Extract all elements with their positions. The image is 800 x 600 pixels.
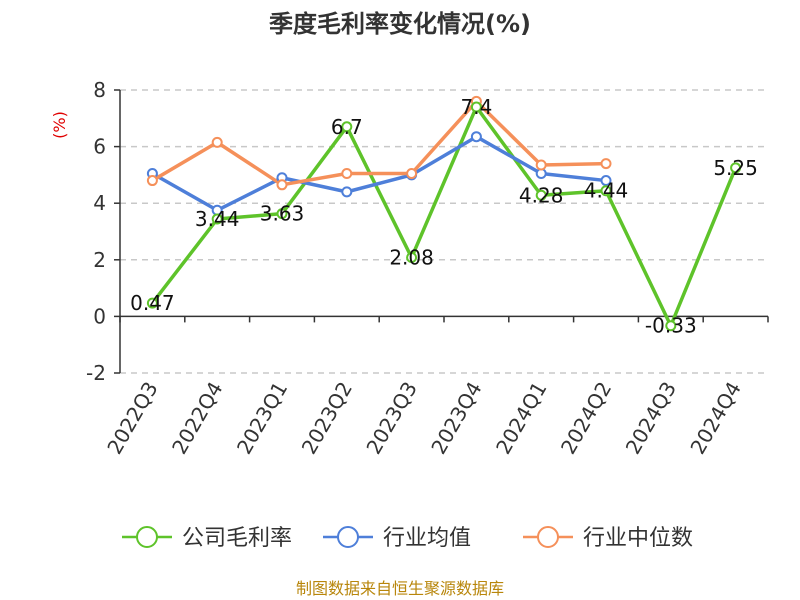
series-point — [535, 159, 547, 171]
y-tick-label: -2 — [86, 361, 106, 385]
y-tick-label: 6 — [93, 135, 106, 159]
series-point — [146, 297, 158, 309]
series-point — [406, 167, 418, 179]
series-point — [211, 136, 223, 148]
x-tick-label: 2023Q2 — [297, 378, 357, 459]
data-label: 4.28 — [519, 183, 564, 207]
data-label: 5.25 — [713, 156, 758, 180]
x-tick-label: 2022Q4 — [167, 378, 227, 459]
legend: 公司毛利率 行业均值 行业中位数 — [122, 526, 693, 551]
x-tick-label: 2024Q2 — [556, 378, 616, 459]
series-line — [151, 99, 607, 187]
data-label: 3.44 — [195, 207, 240, 231]
series-point — [146, 175, 158, 187]
source-note: 制图数据来自恒生聚源数据库 — [296, 579, 504, 598]
axes — [114, 89, 769, 374]
grid-lines — [120, 89, 768, 374]
legend-label: 公司毛利率 — [182, 526, 292, 551]
legend-marker — [136, 526, 158, 548]
series-line — [151, 105, 738, 328]
series-point — [341, 167, 353, 179]
x-tick-label: 2023Q1 — [232, 378, 292, 459]
data-label: 7.4 — [460, 95, 492, 119]
series-point — [276, 179, 288, 191]
legend-marker — [337, 526, 359, 548]
y-axis-unit: (%) — [50, 111, 69, 139]
y-tick-label: 4 — [93, 191, 106, 215]
data-label: -0.33 — [645, 314, 697, 338]
series-point — [341, 121, 353, 133]
x-tick-label: 2022Q3 — [102, 378, 162, 459]
series-point — [211, 213, 223, 225]
chart-title: 季度毛利率变化情况(%) — [269, 10, 531, 38]
x-tick-label: 2024Q1 — [491, 378, 551, 459]
data-label: 6.7 — [331, 115, 363, 139]
series-point — [730, 162, 742, 174]
data-label: 3.63 — [260, 202, 305, 226]
x-tick-labels: 2022Q3 2022Q4 2023Q1 2023Q2 2023Q3 2023Q4 2024… — [102, 378, 746, 459]
data-labels: 0.47 3.44 3.63 6.7 2.08 7.4 4.28 4.44 -0.33 5.25 — [130, 95, 758, 338]
y-tick-labels: -2 0 2 4 6 8 — [86, 78, 106, 385]
x-tick-label: 2023Q3 — [361, 378, 421, 459]
y-tick-label: 8 — [93, 78, 106, 102]
series-line — [151, 134, 607, 213]
x-tick-label: 2024Q4 — [685, 378, 745, 459]
data-label: 0.47 — [130, 291, 175, 315]
series-point — [535, 189, 547, 201]
series-point — [276, 208, 288, 220]
series-point — [600, 185, 612, 197]
series-point — [470, 131, 482, 143]
series-group — [146, 95, 742, 332]
data-label: 4.44 — [584, 179, 629, 203]
series-point — [665, 320, 677, 332]
y-tick-label: 0 — [93, 304, 106, 328]
legend-label: 行业中位数 — [583, 526, 693, 551]
series-point — [600, 175, 612, 187]
series-point — [600, 158, 612, 170]
series-point — [341, 186, 353, 198]
series-point — [406, 252, 418, 264]
x-tick-label: 2023Q4 — [426, 378, 486, 459]
data-label: 2.08 — [389, 246, 434, 270]
y-tick-label: 2 — [93, 248, 106, 272]
legend-marker — [537, 526, 559, 548]
legend-label: 行业均值 — [383, 526, 471, 551]
x-tick-label: 2024Q3 — [621, 378, 681, 459]
series-point — [470, 101, 482, 113]
